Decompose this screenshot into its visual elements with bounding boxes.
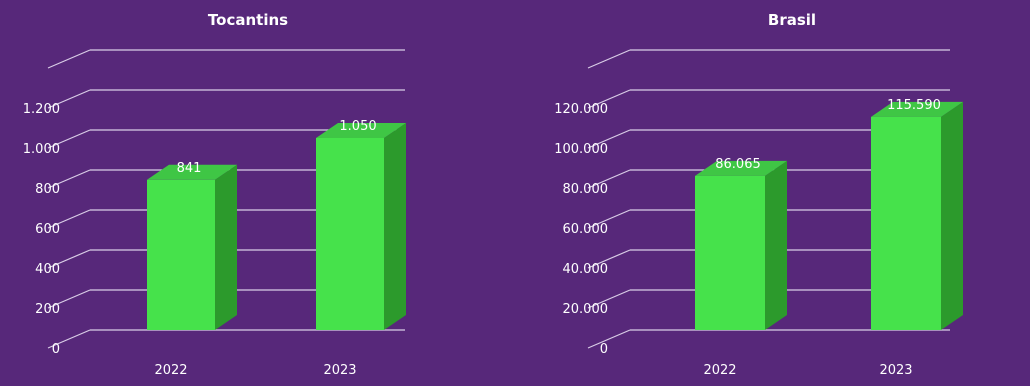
y-tick-label: 0 — [52, 342, 60, 357]
gridline-diagonal — [47, 209, 91, 229]
x-tick-label: 2022 — [703, 363, 736, 378]
gridline-diagonal — [587, 129, 631, 149]
bar — [316, 138, 384, 330]
chart-title: Tocantins — [208, 11, 288, 29]
gridline-diagonal — [47, 249, 91, 269]
y-tick-label: 20.000 — [563, 302, 609, 317]
y-tick-label: 800 — [35, 182, 60, 197]
y-tick-label: 40.000 — [563, 262, 609, 277]
x-tick-label: 2023 — [323, 363, 356, 378]
gridline-diagonal — [47, 89, 91, 109]
gridline-diagonal — [47, 289, 91, 309]
gridline-diagonal — [47, 49, 91, 69]
data-label: 115.590 — [887, 98, 941, 113]
y-tick-label: 0 — [600, 342, 608, 357]
y-tick-label: 200 — [35, 302, 60, 317]
x-tick-label: 2022 — [154, 363, 187, 378]
y-tick-label: 1.200 — [23, 102, 60, 117]
data-label: 841 — [177, 161, 202, 176]
data-label: 86.065 — [715, 157, 761, 172]
chart-tocantins: Tocantins 0 200 400 600 800 1.000 1.200 841 2022 1… — [23, 11, 406, 378]
gridline-diagonal — [587, 289, 631, 309]
bar-top — [871, 101, 963, 117]
bar-top — [695, 160, 787, 176]
chart-brasil: Brasil 0 20.000 40.000 60.000 80.000 100.000 12… — [554, 11, 963, 378]
gridline-diagonal — [587, 329, 631, 349]
bar-top — [316, 123, 406, 138]
chart-title: Brasil — [768, 11, 816, 29]
y-tick-label: 400 — [35, 262, 60, 277]
y-tick-label: 60.000 — [563, 222, 609, 237]
gridline-diagonal — [587, 49, 631, 69]
bar-side — [941, 101, 963, 330]
data-label: 1.050 — [339, 119, 376, 134]
y-tick-label: 100.000 — [554, 142, 608, 157]
bar-side — [765, 160, 787, 330]
y-tick-label: 600 — [35, 222, 60, 237]
gridline-diagonal — [587, 209, 631, 229]
bar — [147, 179, 215, 330]
gridline-diagonal — [587, 89, 631, 109]
bar — [871, 116, 941, 330]
bar-side — [384, 123, 406, 330]
y-tick-label: 1.000 — [23, 142, 60, 157]
gridline-diagonal — [47, 329, 91, 349]
x-tick-label: 2023 — [879, 363, 912, 378]
bar-top — [147, 164, 237, 180]
gridline-diagonal — [587, 169, 631, 189]
gridline-diagonal — [47, 169, 91, 189]
gridline-diagonal — [47, 129, 91, 149]
bar-side — [215, 164, 237, 330]
bar — [695, 175, 765, 330]
gridline-diagonal — [587, 249, 631, 269]
y-tick-label: 80.000 — [563, 182, 609, 197]
y-tick-label: 120.000 — [554, 102, 608, 117]
